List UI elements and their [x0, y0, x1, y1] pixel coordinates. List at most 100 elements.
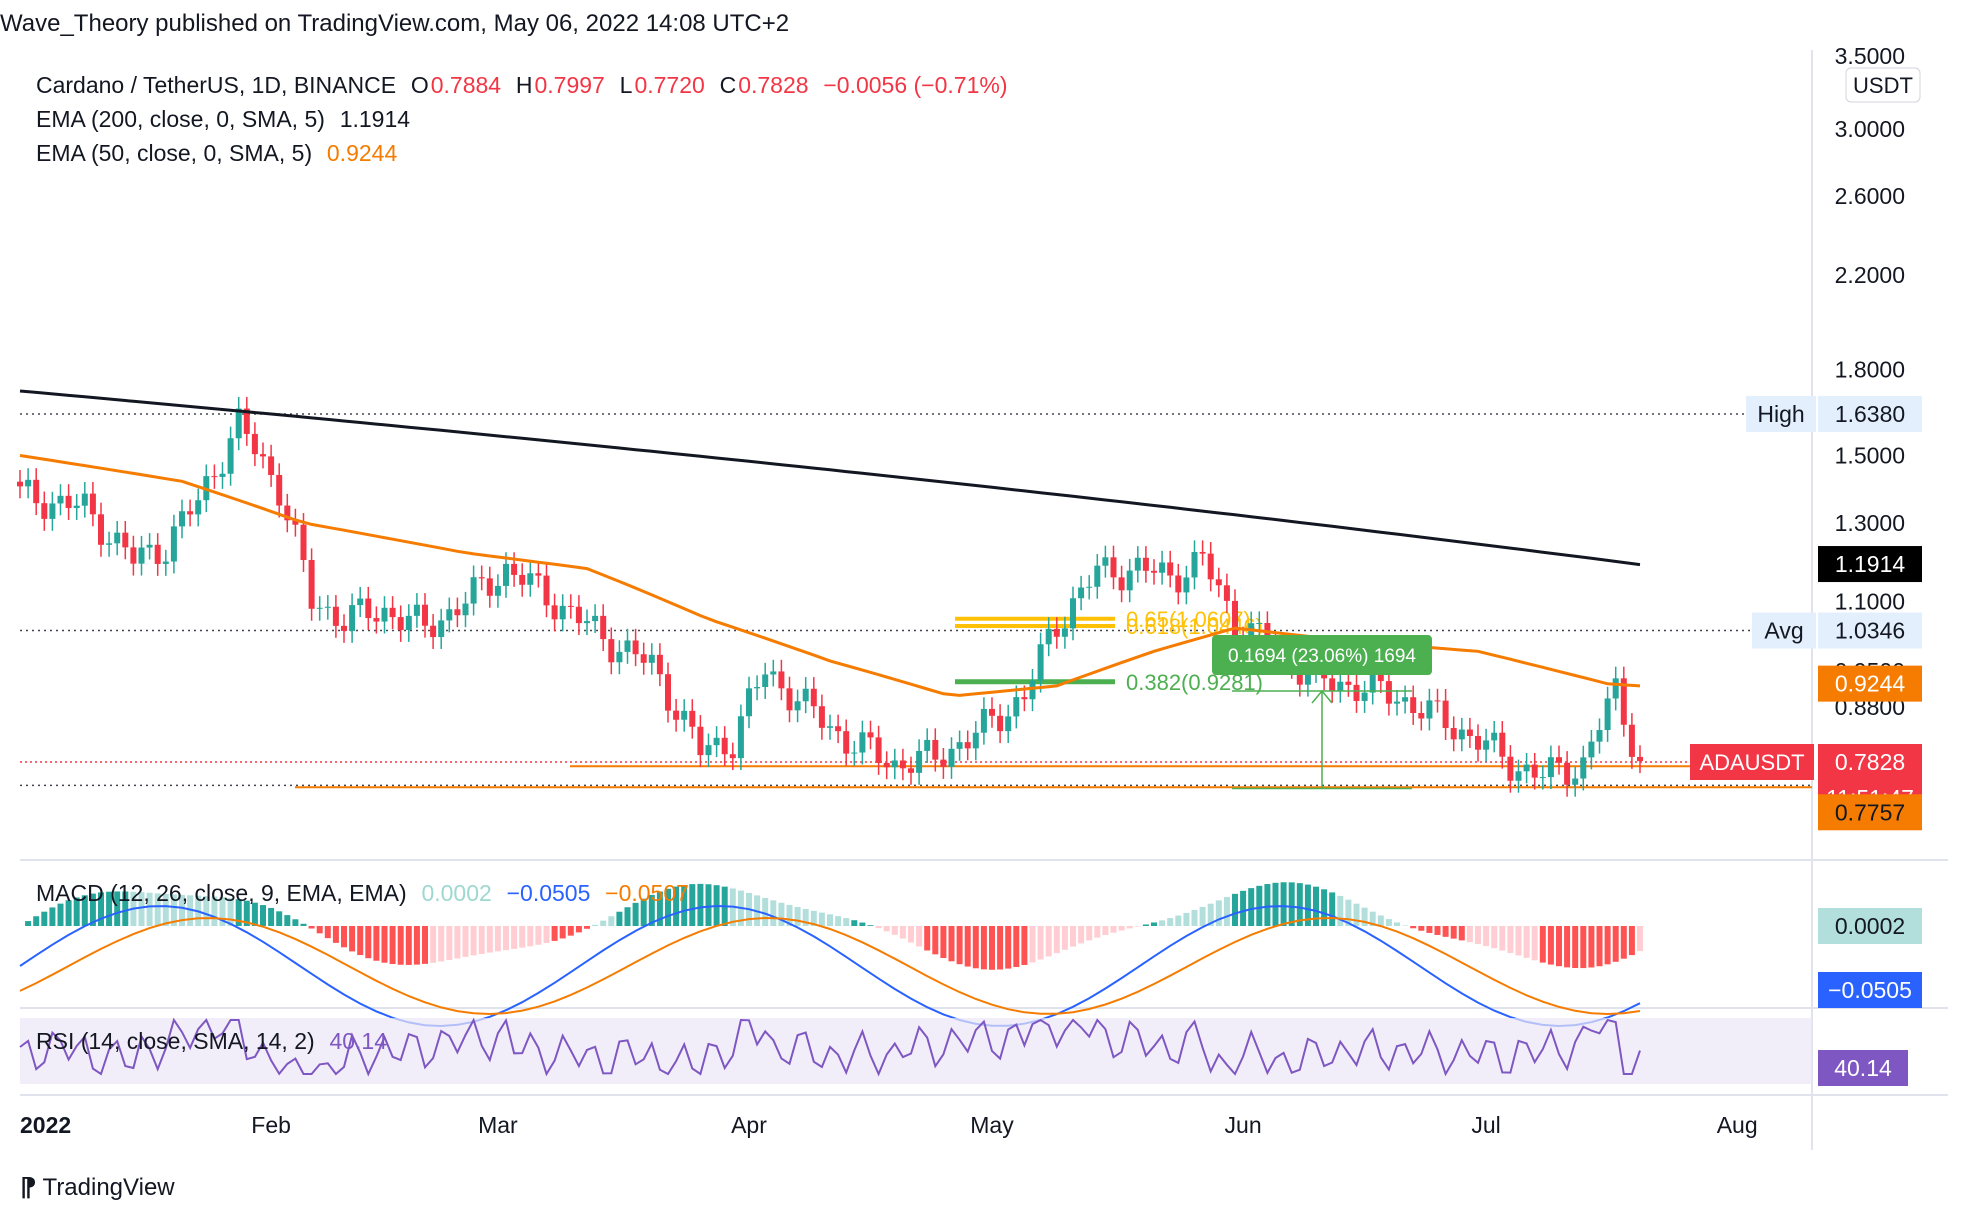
candle-body — [948, 748, 955, 767]
rsi-label[interactable]: RSI (14, close, SMA, 14, 2) — [36, 1028, 315, 1054]
macd-bar — [454, 926, 461, 959]
candle-body — [827, 726, 833, 728]
macd-bar — [632, 902, 639, 926]
macd-bar — [365, 926, 372, 959]
y-tick-label: 2.2000 — [1835, 262, 1905, 288]
candle-body — [1159, 562, 1166, 573]
macd-bar — [203, 896, 210, 926]
macd-bar — [867, 925, 874, 926]
ema200-value: 1.1914 — [1835, 551, 1906, 577]
candle-body — [551, 605, 558, 620]
macd-bar — [1637, 926, 1643, 952]
ema50-label[interactable]: EMA (50, close, 0, SMA, 5) — [36, 140, 313, 166]
macd-bar — [592, 924, 599, 926]
candle-body — [1053, 628, 1060, 637]
candle-body — [1491, 732, 1498, 741]
candle-body — [891, 760, 898, 768]
macd-bar — [859, 922, 866, 926]
candle-body — [446, 609, 453, 621]
candle-body — [1377, 672, 1384, 682]
macd-bar — [827, 914, 833, 926]
macd-bar — [1118, 926, 1125, 931]
macd-bar — [57, 903, 64, 926]
macd-bar — [770, 900, 777, 926]
high-badge — [1818, 396, 1922, 432]
macd-bar — [1053, 926, 1060, 954]
macd-bar — [1013, 926, 1020, 968]
macd-bar — [802, 908, 809, 926]
high-tag-text: High — [1757, 401, 1804, 427]
macd-bar — [1021, 926, 1028, 965]
candle-body — [397, 617, 404, 630]
macd-bar — [665, 888, 671, 926]
symbol-name[interactable]: Cardano / TetherUS, 1D, BINANCE — [36, 72, 397, 98]
macd-bar — [1475, 926, 1481, 945]
candle-body — [1070, 598, 1076, 629]
macd-line-badge — [1818, 972, 1922, 1008]
candle-body — [122, 532, 129, 548]
candle-body — [689, 710, 696, 727]
open-label: O — [410, 72, 429, 98]
candle-body — [867, 732, 874, 738]
macd-bar — [332, 926, 339, 943]
time-axis[interactable]: 2022 Feb Mar Apr May Jun Jul Aug — [20, 1112, 1758, 1138]
macd-bar — [1466, 926, 1473, 943]
candle-body — [81, 493, 88, 506]
macd-bar — [1620, 926, 1627, 959]
macd-bar — [227, 898, 234, 926]
candle-body — [559, 605, 566, 620]
macd-bar — [1061, 926, 1068, 950]
candle-body — [883, 762, 890, 768]
candle-body — [1361, 692, 1368, 701]
macd-bar — [511, 926, 518, 949]
candle-body — [1402, 697, 1409, 702]
tradingview-footer[interactable]: ⁋ TradingView — [20, 1172, 175, 1203]
candle-body — [543, 575, 550, 606]
candle-body — [1531, 764, 1538, 778]
measure-box — [1212, 635, 1432, 676]
rsi-legend: RSI (14, close, SMA, 14, 2) 40.14 — [36, 1028, 389, 1055]
candle-body — [1499, 732, 1506, 757]
candle-body — [721, 737, 728, 755]
candle-body — [1580, 757, 1587, 779]
macd-bar — [98, 892, 104, 926]
candle-body — [519, 574, 526, 585]
macd-bar — [1313, 886, 1319, 926]
macd-bar — [980, 926, 987, 970]
candle-body — [535, 573, 542, 576]
candle-body — [503, 563, 509, 586]
candle-body — [1426, 700, 1433, 719]
ema200-label[interactable]: EMA (200, close, 0, SMA, 5) — [36, 106, 325, 132]
macd-bar — [1418, 926, 1425, 931]
macd-bar — [762, 897, 769, 926]
candle-body — [1612, 678, 1619, 699]
macd-bar — [65, 900, 72, 926]
macd-label[interactable]: MACD (12, 26, close, 9, EMA, EMA) — [36, 880, 407, 906]
macd-bar — [956, 926, 963, 965]
macd-bar — [1515, 926, 1522, 956]
macd-bar — [268, 907, 275, 926]
macd-bar — [543, 926, 550, 943]
candle-body — [1183, 577, 1190, 593]
low-label: L — [619, 72, 633, 98]
candle-body — [1296, 666, 1303, 685]
macd-bar — [697, 883, 704, 926]
macd-bar — [1078, 926, 1085, 944]
candle-body — [187, 511, 194, 515]
candle-body — [1167, 562, 1174, 576]
publisher-line: Wave_Theory published on TradingView.com… — [0, 10, 790, 37]
tradingview-logo-icon: ⁋ — [20, 1172, 36, 1202]
macd-bar — [146, 892, 153, 926]
candle-body — [1539, 777, 1546, 779]
macd-bar — [1353, 903, 1360, 926]
macd-bar — [527, 926, 534, 947]
macd-bar — [187, 895, 194, 926]
macd-bar — [397, 926, 404, 965]
macd-bar — [1045, 926, 1052, 957]
macd-bar — [1329, 892, 1336, 926]
candle-body — [235, 408, 242, 439]
candle-body — [1483, 740, 1490, 750]
measure-text: 0.1694 (23.06%) 1694 — [1228, 646, 1416, 667]
macd-bar — [1296, 883, 1303, 926]
